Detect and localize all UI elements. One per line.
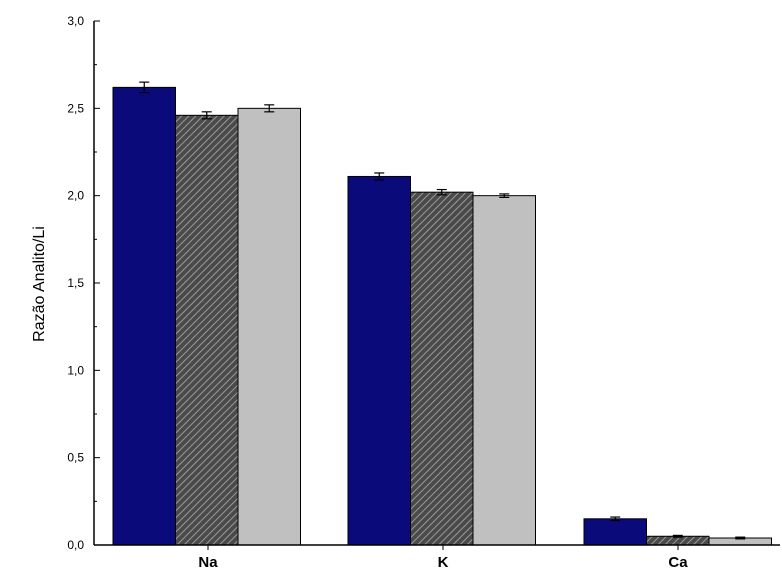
y-axis-title: Razão Analito/Li	[31, 226, 48, 342]
bar-na-series-2	[175, 114, 239, 546]
bar-na-series-3	[237, 107, 301, 546]
y-tick-label: 3,0	[67, 14, 84, 28]
x-tick-label-ca: Ca	[668, 554, 688, 571]
bar-k-series-1	[347, 175, 411, 546]
y-tick-label: 2,5	[67, 101, 84, 115]
x-tick-label-na: Na	[198, 554, 218, 571]
bar-ca-series-1	[583, 518, 647, 546]
y-tick-label: 2,0	[67, 189, 84, 203]
y-tick-label: 1,5	[67, 276, 84, 290]
y-tick-label: 0,0	[67, 538, 84, 552]
x-tick-label-k: K	[438, 554, 449, 571]
y-tick-label: 0,5	[67, 451, 84, 465]
y-tick-label: 1,0	[67, 363, 84, 377]
bar-k-series-2	[410, 191, 474, 546]
bar-k-series-3	[472, 195, 536, 546]
plot-area: 0,0 0,5 1,0 1,5 2,0 2,5 3,0 Na K Ca	[67, 14, 780, 571]
bar-na-series-1	[112, 86, 176, 546]
